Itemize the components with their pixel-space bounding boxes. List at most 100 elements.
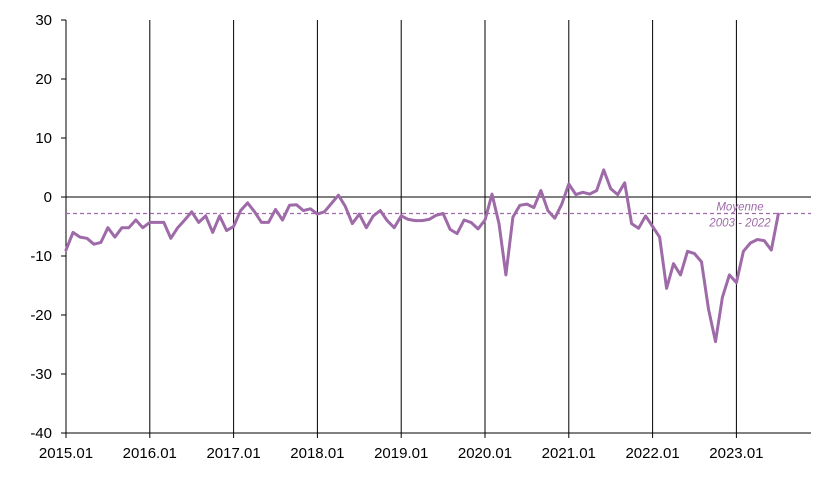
series-layer	[64, 168, 780, 344]
data-point	[651, 225, 654, 228]
data-point	[386, 219, 389, 222]
data-point	[505, 274, 507, 276]
data-point	[72, 231, 74, 234]
data-point	[372, 215, 375, 217]
x-tick-label: 2015.01	[39, 445, 93, 462]
data-point	[288, 204, 291, 207]
data-point	[721, 296, 724, 299]
data-point	[658, 236, 661, 238]
data-point	[365, 226, 368, 229]
data-point	[309, 208, 312, 210]
data-point	[686, 250, 689, 253]
data-point	[176, 226, 179, 229]
x-tick-label: 2021.01	[542, 445, 596, 462]
data-point	[232, 225, 235, 228]
data-point	[393, 226, 396, 229]
average-label-line1: Moyenne	[716, 202, 763, 214]
data-point	[526, 203, 528, 205]
data-point	[568, 183, 570, 185]
data-point	[316, 213, 319, 215]
x-tick-label: 2017.01	[206, 445, 260, 462]
data-point	[400, 215, 403, 217]
y-tick-label: -40	[30, 425, 52, 442]
tick-labels: 2015.01 2016.01 2017.01 2018.01 2019.01 2020.…	[30, 12, 763, 462]
data-point	[630, 222, 633, 225]
data-point	[602, 169, 605, 171]
data-point	[616, 193, 619, 196]
x-tick-label: 2022.01	[625, 445, 679, 462]
data-point	[595, 189, 598, 192]
data-point	[449, 228, 451, 231]
data-point	[407, 218, 410, 221]
data-point	[253, 211, 256, 213]
data-point	[435, 214, 437, 217]
data-point	[540, 189, 542, 192]
y-tick-label: 0	[44, 189, 52, 206]
data-point	[714, 340, 717, 343]
data-point	[170, 237, 172, 240]
data-point	[763, 239, 766, 242]
data-point	[484, 219, 486, 221]
data-point	[707, 308, 710, 310]
data-point	[225, 229, 228, 232]
data-point	[463, 219, 465, 221]
y-tick-label: 10	[35, 130, 52, 147]
x-tick-label: 2020.01	[458, 445, 512, 462]
y-tick-label: -30	[30, 366, 52, 383]
data-point	[735, 281, 738, 284]
data-point	[281, 219, 284, 221]
data-point	[728, 274, 731, 276]
data-point	[512, 216, 514, 218]
data-point	[414, 219, 417, 222]
data-point	[114, 236, 116, 238]
data-point	[491, 193, 493, 195]
data-point	[86, 237, 88, 240]
data-point	[672, 262, 675, 265]
data-point	[351, 222, 354, 225]
data-point	[442, 212, 444, 215]
data-point	[665, 287, 668, 290]
average-label-line2: 2003 - 2022	[708, 218, 771, 230]
data-point	[128, 226, 130, 229]
data-point	[609, 187, 612, 190]
data-point	[344, 205, 347, 208]
x-tick-label: 2016.01	[123, 445, 177, 462]
data-point	[149, 221, 151, 224]
data-point	[428, 218, 430, 221]
y-tick-label: 30	[35, 12, 52, 29]
data-point	[421, 219, 423, 222]
gridlines	[149, 20, 737, 433]
data-point	[582, 191, 584, 194]
data-point	[547, 209, 549, 212]
data-point	[679, 274, 682, 276]
data-point	[211, 231, 214, 234]
data-point	[267, 221, 270, 224]
data-point	[498, 222, 500, 225]
data-point	[190, 211, 193, 213]
data-point	[554, 217, 556, 219]
data-point	[274, 208, 277, 211]
data-point	[561, 203, 563, 205]
data-point	[302, 209, 305, 212]
data-point	[470, 221, 472, 224]
data-point	[358, 213, 361, 215]
data-point	[156, 221, 158, 224]
data-point	[246, 202, 249, 204]
data-point	[456, 232, 458, 235]
data-point	[700, 261, 703, 263]
y-tick-label: -20	[30, 307, 52, 324]
data-point	[204, 215, 207, 217]
data-point	[260, 221, 263, 224]
y-tick-label: 20	[35, 71, 52, 88]
data-point	[693, 252, 696, 255]
data-point	[777, 213, 780, 215]
data-point	[163, 221, 165, 224]
series-line	[64, 168, 780, 344]
x-tick-label: 2018.01	[290, 445, 344, 462]
data-point	[107, 226, 109, 229]
data-point	[218, 215, 221, 217]
data-point	[100, 241, 102, 244]
data-point	[533, 206, 535, 209]
data-point	[323, 211, 326, 213]
